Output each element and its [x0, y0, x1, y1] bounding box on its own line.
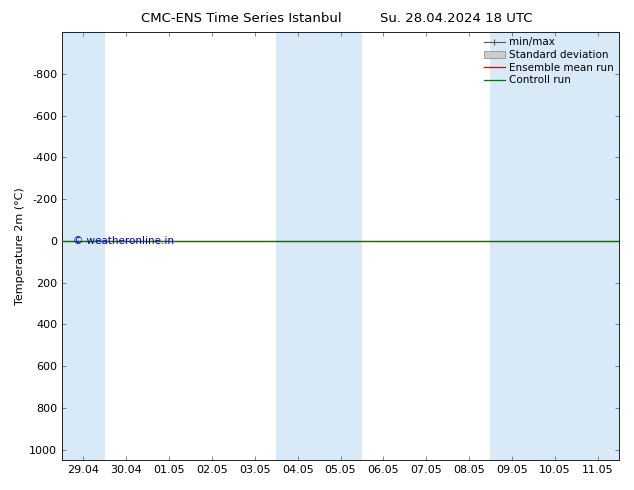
Bar — [491, 32, 619, 460]
Text: Su. 28.04.2024 18 UTC: Su. 28.04.2024 18 UTC — [380, 12, 533, 25]
Bar — [276, 32, 362, 460]
Text: © weatheronline.in: © weatheronline.in — [73, 236, 174, 246]
Y-axis label: Temperature 2m (°C): Temperature 2m (°C) — [15, 187, 25, 305]
Legend: min/max, Standard deviation, Ensemble mean run, Controll run: min/max, Standard deviation, Ensemble me… — [480, 33, 618, 89]
Bar — [62, 32, 105, 460]
Text: CMC-ENS Time Series Istanbul: CMC-ENS Time Series Istanbul — [141, 12, 341, 25]
